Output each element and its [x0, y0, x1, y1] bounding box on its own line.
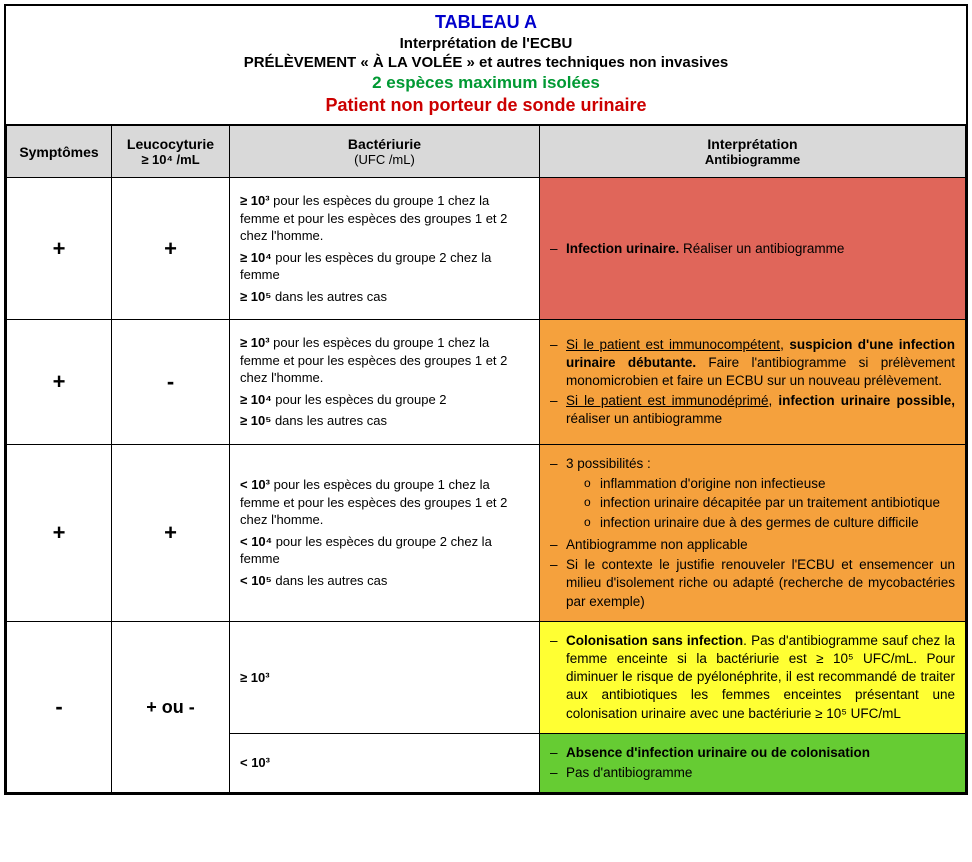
cell-bacteriurie: < 10³ [230, 733, 540, 792]
interpretation-table: Symptômes Leucocyturie ≥ 10⁴ /mL Bactéri… [6, 125, 966, 793]
col-leuco-l1: Leucocyturie [127, 136, 214, 152]
cell-bacteriurie: < 10³ pour les espèces du groupe 1 chez … [230, 445, 540, 622]
col-interp: Interprétation Antibiogramme [540, 126, 966, 178]
table-body: ++≥ 10³ pour les espèces du groupe 1 che… [7, 178, 966, 793]
cell-symptom: - [7, 621, 112, 793]
col-interp-l1: Interprétation [707, 136, 797, 152]
cell-interpretation: 3 possibilités :inflammation d'origine n… [540, 445, 966, 622]
col-leuco-l2: ≥ 10⁴ /mL [116, 152, 225, 167]
col-leuco: Leucocyturie ≥ 10⁴ /mL [112, 126, 230, 178]
table-row: ++< 10³ pour les espèces du groupe 1 che… [7, 445, 966, 622]
cell-leuco: + ou - [112, 621, 230, 793]
cell-bacteriurie: ≥ 10³ pour les espèces du groupe 1 chez … [230, 320, 540, 445]
cell-symptom: + [7, 320, 112, 445]
cell-symptom: + [7, 445, 112, 622]
tableau-a: TABLEAU A Interprétation de l'ECBU PRÉLÈ… [4, 4, 968, 795]
table-row: ++≥ 10³ pour les espèces du groupe 1 che… [7, 178, 966, 320]
cell-leuco: + [112, 445, 230, 622]
header-row: Symptômes Leucocyturie ≥ 10⁴ /mL Bactéri… [7, 126, 966, 178]
cell-interpretation: Absence d'infection urinaire ou de colon… [540, 733, 966, 792]
title-red: Patient non porteur de sonde urinaire [10, 95, 962, 116]
cell-symptom: + [7, 178, 112, 320]
cell-leuco: + [112, 178, 230, 320]
cell-interpretation: Colonisation sans infection. Pas d'antib… [540, 621, 966, 733]
title-sub2: PRÉLÈVEMENT « À LA VOLÉE » et autres tec… [10, 54, 962, 71]
title-block: TABLEAU A Interprétation de l'ECBU PRÉLÈ… [6, 6, 966, 125]
col-bact-l1: Bactériurie [348, 136, 421, 152]
table-row: +-≥ 10³ pour les espèces du groupe 1 che… [7, 320, 966, 445]
title-sub1: Interprétation de l'ECBU [10, 35, 962, 52]
table-row: -+ ou -≥ 10³Colonisation sans infection.… [7, 621, 966, 733]
cell-bacteriurie: ≥ 10³ pour les espèces du groupe 1 chez … [230, 178, 540, 320]
cell-interpretation: Infection urinaire. Réaliser un antibiog… [540, 178, 966, 320]
cell-interpretation: Si le patient est immunocompétent, suspi… [540, 320, 966, 445]
col-interp-l2: Antibiogramme [544, 152, 961, 167]
col-bact: Bactériurie (UFC /mL) [230, 126, 540, 178]
col-symptoms: Symptômes [7, 126, 112, 178]
title-main: TABLEAU A [10, 12, 962, 33]
cell-leuco: - [112, 320, 230, 445]
col-bact-l2: (UFC /mL) [234, 152, 535, 167]
cell-bacteriurie: ≥ 10³ [230, 621, 540, 733]
title-green: 2 espèces maximum isolées [10, 73, 962, 93]
